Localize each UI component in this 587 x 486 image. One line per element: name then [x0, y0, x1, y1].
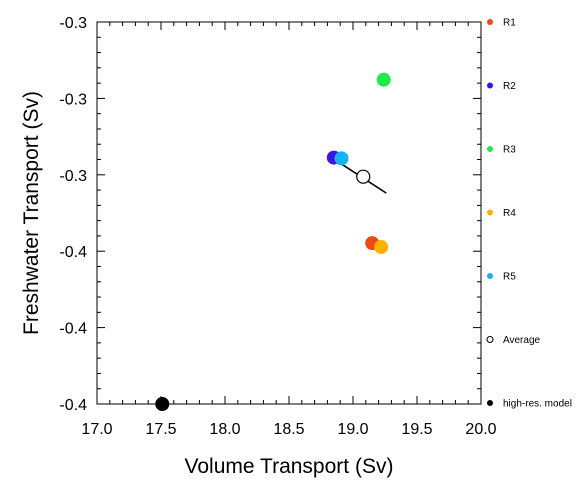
y-tick-label: -0.3 [59, 15, 87, 32]
y-tick-label: -0.4 [59, 397, 87, 414]
legend-label-r5: R5 [503, 272, 516, 283]
x-tick-label: 17.5 [145, 421, 176, 438]
x-tick-label: 17.0 [81, 421, 112, 438]
point-high-res-model [155, 397, 170, 411]
x-axis-title: Volume Transport (Sv) [185, 455, 394, 478]
y-tick-labels: -0.4 -0.4 -0.4 -0.3 -0.3 -0.3 [59, 15, 87, 414]
x-tick-label: 20.0 [465, 421, 496, 438]
legend-marker-r2 [487, 82, 493, 89]
plot-frame-layer [96, 21, 482, 405]
point-r3 [376, 72, 391, 87]
legend-marker-r5 [487, 273, 493, 279]
legend-marker-r4 [487, 209, 493, 216]
legend-marker-average [486, 336, 494, 343]
legend-label-high-res-model: high-res. model [503, 399, 572, 410]
x-tick-label: 18.5 [273, 421, 304, 438]
point-r4 [374, 239, 389, 254]
x-tick-label: 19.5 [401, 421, 432, 438]
legend: R1 R2 R3 R4 R5 Average high-res. model [486, 18, 572, 410]
data-marks [155, 72, 391, 411]
x-tick-label: 18.0 [209, 421, 240, 438]
legend-marker-r3 [487, 146, 493, 152]
x-tick-label: 19.0 [337, 421, 368, 438]
x-tick-labels: 17.0 17.5 18.0 18.5 19.0 19.5 20.0 [81, 421, 496, 438]
legend-label-r1: R1 [503, 18, 516, 29]
point-r5 [334, 151, 349, 166]
legend-label-r4: R4 [503, 208, 516, 219]
plot-frame [96, 21, 482, 405]
point-average [356, 169, 371, 184]
y-tick-label: -0.4 [59, 244, 87, 261]
legend-label-average: Average [503, 335, 541, 346]
y-axis-title: Freshwater Transport (Sv) [20, 91, 43, 335]
legend-label-r3: R3 [503, 145, 516, 156]
y-tick-label: -0.3 [59, 91, 87, 108]
y-tick-label: -0.4 [59, 321, 87, 338]
legend-marker-high-res-model [487, 400, 493, 406]
legend-label-r2: R2 [503, 81, 516, 92]
y-tick-label: -0.3 [59, 168, 87, 185]
legend-marker-r1 [487, 19, 493, 25]
